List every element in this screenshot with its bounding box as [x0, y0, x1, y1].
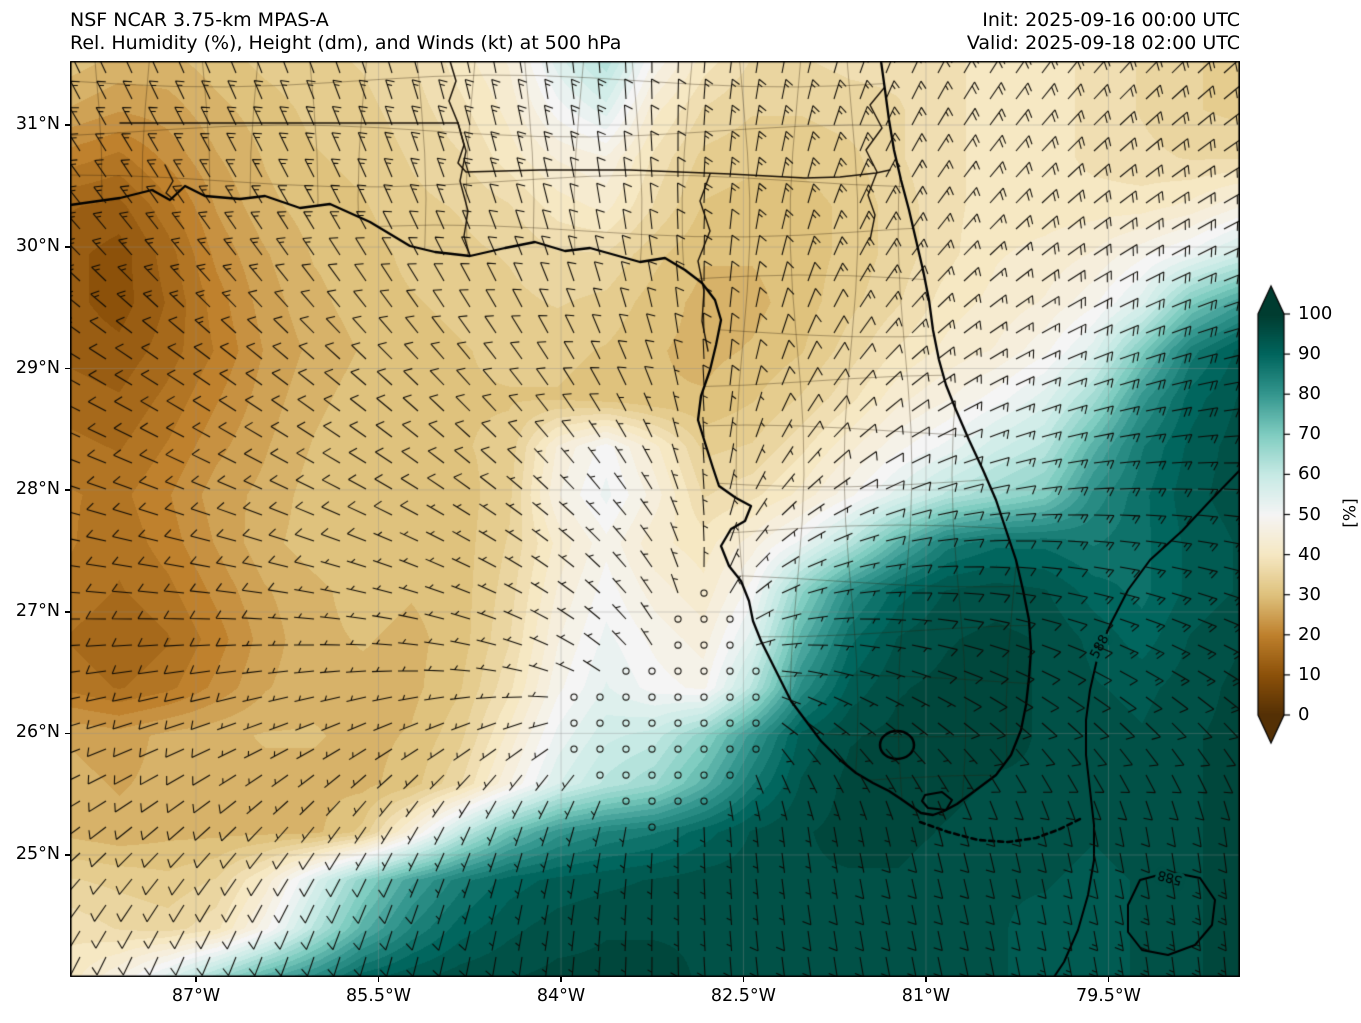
colorbar-tick-label: 60	[1298, 463, 1321, 485]
y-tick-mark	[65, 489, 70, 491]
x-tick-label: 84°W	[536, 986, 586, 1006]
init-time: Init: 2025-09-16 00:00 UTC	[982, 9, 1240, 31]
time-block: Init: 2025-09-16 00:00 UTC Valid: 2025-0…	[967, 9, 1240, 55]
colorbar-canvas	[1248, 284, 1348, 754]
colorbar-tick-label: 20	[1298, 623, 1321, 645]
x-tick-mark	[195, 977, 197, 982]
y-tick-label: 27°N	[15, 600, 60, 621]
colorbar-tick-label: 90	[1298, 343, 1321, 365]
y-tick-mark	[65, 367, 70, 370]
y-tick-mark	[65, 611, 70, 613]
x-tick-label: 87°W	[171, 986, 221, 1006]
y-tick-label: 30°N	[15, 236, 60, 257]
x-tick-mark	[925, 977, 927, 982]
x-tick-mark	[742, 977, 745, 982]
colorbar: 0 10 20 30 40 50 60 70 80 90 100 [%]	[1248, 284, 1361, 764]
map-canvas	[70, 61, 1240, 977]
y-tick-mark	[65, 854, 70, 856]
map-plot-area: 87°W 85.5°W 84°W 82.5°W 81°W 79.5°W 31°N 30°N 2…	[16, 61, 1240, 1006]
model-title: NSF NCAR 3.75-km MPAS-A	[70, 9, 329, 31]
x-tick-label: 85.5°W	[346, 986, 412, 1006]
colorbar-tick-label: 80	[1298, 383, 1321, 405]
y-tick-label: 31°N	[15, 114, 60, 135]
colorbar-tick-label: 10	[1298, 663, 1321, 685]
valid-time: Valid: 2025-09-18 02:00 UTC	[966, 32, 1240, 54]
y-tick-mark	[65, 732, 70, 735]
y-tick-mark	[65, 124, 70, 126]
colorbar-unit-label: [%]	[1340, 498, 1361, 528]
x-tick-mark	[560, 977, 562, 982]
colorbar-tick-label: 70	[1298, 423, 1321, 445]
colorbar-tick-label: 100	[1298, 303, 1333, 324]
y-tick-label: 25°N	[15, 843, 60, 864]
x-tick-label: 79.5°W	[1075, 986, 1141, 1006]
y-tick-mark	[65, 246, 70, 248]
y-tick-label: 26°N	[15, 722, 60, 743]
colorbar-tick-label: 50	[1298, 503, 1321, 525]
x-tick-label: 82.5°W	[710, 986, 776, 1006]
y-tick-label: 29°N	[15, 357, 60, 378]
colorbar-tick-label: 40	[1298, 543, 1321, 565]
title-block: NSF NCAR 3.75-km MPAS-A Rel. Humidity (%…	[70, 9, 621, 55]
y-tick-label: 28°N	[15, 478, 60, 499]
x-tick-mark	[377, 977, 380, 982]
colorbar-tick-label: 30	[1298, 583, 1321, 605]
x-tick-mark	[1107, 977, 1110, 982]
colorbar-tick-label: 0	[1298, 704, 1310, 725]
field-subtitle: Rel. Humidity (%), Height (dm), and Wind…	[70, 32, 622, 54]
x-tick-label: 81°W	[901, 986, 951, 1006]
